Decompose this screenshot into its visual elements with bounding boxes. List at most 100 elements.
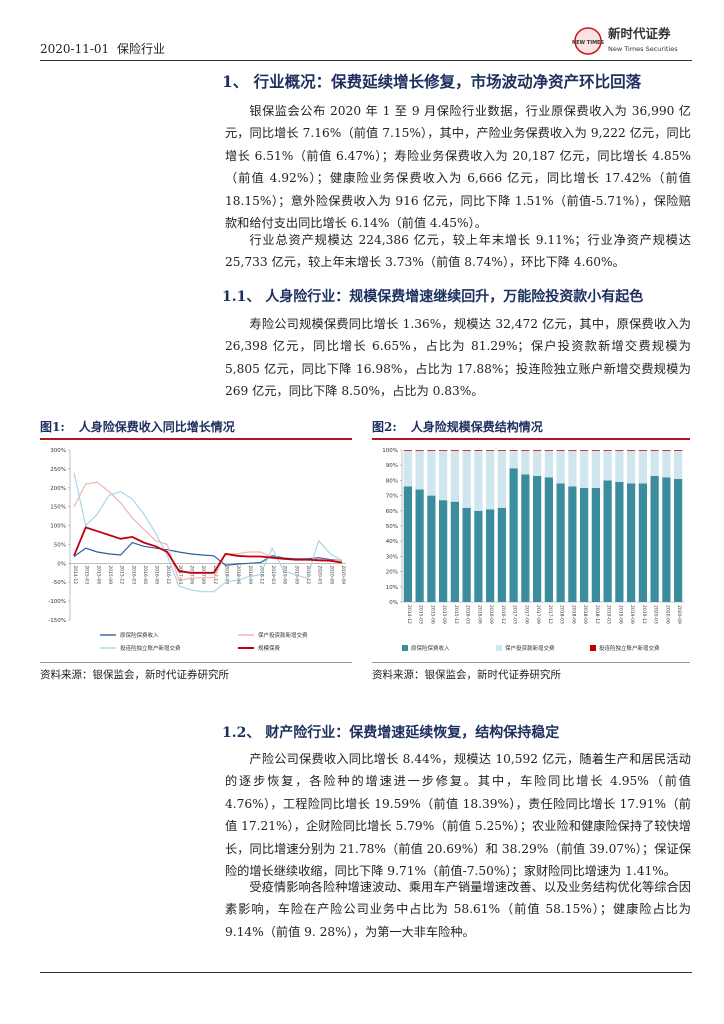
bar-segment (650, 450, 659, 476)
bar-segment (415, 450, 424, 451)
x-tick-label: 2016-09 (488, 605, 494, 624)
line-series (73, 472, 343, 593)
bar-segment (415, 489, 424, 602)
bar-segment (662, 450, 671, 478)
bar-segment (486, 450, 495, 451)
bar-segment (568, 450, 577, 451)
x-tick-label: 2015-06 (429, 605, 435, 624)
figure-rule (40, 662, 352, 663)
y-tick-label: 20% (386, 570, 398, 576)
bar-segment (650, 450, 659, 451)
bar-segment (474, 510, 483, 602)
x-tick-label: 2019-03 (270, 565, 276, 584)
paragraph: 行业总资产规模达 224,386 亿元，较上年末增长 9.11%；行业净资产规模… (225, 233, 691, 270)
bar-segment (615, 450, 624, 482)
x-tick-label: 2018-03 (559, 605, 565, 624)
x-tick-label: 2017-06 (523, 605, 529, 624)
bar-segment (521, 450, 530, 451)
bar-segment (638, 450, 647, 451)
bar-segment (627, 450, 636, 484)
header-date: 2020-11-01 (40, 42, 110, 56)
x-tick-label: 2018-06 (235, 565, 241, 584)
bar-segment (415, 450, 424, 490)
paragraph: 银保监会公布 2020 年 1 至 9 月保险行业数据，行业原保费收入为 36,… (225, 104, 691, 231)
bar-segment (580, 488, 589, 602)
bar-segment (662, 450, 671, 451)
bar-segment (403, 450, 412, 451)
bar-segment (509, 468, 518, 602)
bar-segment (450, 450, 459, 451)
logo-name-en: New Times Securities (608, 45, 678, 53)
bar-segment (462, 450, 471, 508)
bar-segment (615, 450, 624, 451)
bar-segment (427, 450, 436, 496)
legend-swatch (590, 645, 596, 651)
bar-segment (521, 450, 530, 475)
x-tick-label: 2020-09 (676, 605, 682, 624)
line-series (73, 481, 343, 581)
bar-segment (462, 450, 471, 451)
y-tick-label: 0% (389, 600, 398, 606)
bar-segment (556, 450, 565, 451)
bar-segment (509, 450, 518, 469)
legend-label: 规模保费 (258, 644, 281, 652)
bar-segment (427, 450, 436, 451)
x-tick-label: 2020-09 (340, 565, 346, 584)
x-tick-label: 2016-03 (465, 605, 471, 624)
bar-segment (427, 495, 436, 602)
bar-segment (403, 486, 412, 602)
bar-segment (603, 480, 612, 602)
x-tick-label: 2017-12 (547, 605, 553, 624)
legend-swatch (402, 645, 408, 651)
line-series (73, 541, 343, 566)
x-tick-label: 2019-06 (282, 565, 288, 584)
legend-swatch (496, 645, 502, 651)
x-tick-label: 2014-12 (406, 605, 412, 624)
figure-title: 人身险规模保费结构情况 (410, 420, 543, 434)
bar-segment (474, 450, 483, 511)
bar-segment (544, 450, 553, 451)
x-tick-label: 2017-03 (512, 605, 518, 624)
y-tick-label: 200% (50, 486, 66, 492)
y-tick-label: 90% (386, 463, 398, 469)
x-tick-label: 2015-09 (441, 605, 447, 624)
bar-segment (533, 450, 542, 476)
x-tick-label: 2016-06 (476, 605, 482, 624)
y-tick-label: -50% (52, 580, 66, 586)
x-tick-label: 2018-09 (247, 565, 253, 584)
bar-segment (580, 450, 589, 488)
bar-segment (450, 501, 459, 602)
x-tick-label: 2019-12 (641, 605, 647, 624)
logo-emblem (574, 27, 602, 55)
heading: 1.1、 人身险行业：规模保费增速继续回升，万能险投资款小有起色 (222, 289, 644, 305)
x-tick-label: 2019-06 (617, 605, 623, 624)
heading: 1、 行业概况：保费延续增长修复，市场波动净资产环比回落 (222, 72, 642, 91)
bar-segment (474, 450, 483, 451)
y-tick-label: 300% (50, 448, 66, 454)
chart: -150% -100% -50% 0% 50% 100% 150% 200% 250% 300% 2… (48, 448, 346, 652)
bar-segment (662, 477, 671, 602)
y-tick-label: 60% (386, 509, 398, 515)
y-tick-label: 50% (54, 542, 66, 548)
bar-segment (638, 450, 647, 484)
bar-segment (556, 450, 565, 484)
x-tick-label: 2016-03 (130, 565, 136, 584)
bar-segment (486, 509, 495, 602)
x-tick-label: 2016-09 (154, 565, 160, 584)
bar-segment (556, 483, 565, 602)
y-tick-label: -100% (48, 599, 66, 605)
bar-segment (568, 486, 577, 602)
figure-source: 资料来源：银保监会，新时代证券研究所 (372, 669, 561, 681)
bar-segment (627, 450, 636, 451)
legend-label: 保户投资款新增交费 (258, 631, 308, 639)
heading: 1.2、 财产险行业：保费增速延续恢复，结构保持稳定 (222, 725, 560, 741)
footer-rule (40, 972, 692, 973)
paragraph: 寿险公司规模保费同比增长 1.36%，规模达 32,472 亿元，其中，原保费收… (225, 317, 691, 399)
bar-segment (674, 450, 683, 479)
chart: 0% 10% 20% 30% 40% 50% 60% 70% 80% 90% 100% 2014-12… (382, 448, 684, 652)
bar-segment (509, 450, 518, 451)
y-tick-label: 250% (50, 467, 66, 473)
x-tick-label: 2018-09 (582, 605, 588, 624)
x-tick-label: 2016-12 (165, 565, 171, 584)
